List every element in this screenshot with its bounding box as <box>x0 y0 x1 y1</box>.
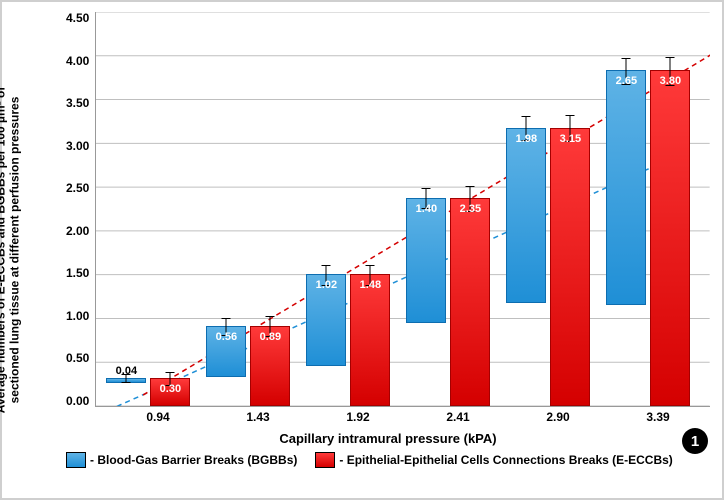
bar-group: 1.98 3.15 <box>506 128 590 407</box>
bars-container: 0.04 0.30 0.56 0.89 1.02 1.48 1.40 2.35 1.98 3.15… <box>96 12 710 406</box>
legend-label-eeccb: - Epithelial-Epithelial Cells Connection… <box>339 453 672 467</box>
bar-bgbb: 1.40 <box>406 198 446 323</box>
legend-item-eeccb: - Epithelial-Epithelial Cells Connection… <box>315 452 672 468</box>
bar-group: 0.04 0.30 <box>106 378 190 406</box>
bar-value-label: 1.02 <box>316 279 337 291</box>
y-tick: 4.00 <box>66 55 89 67</box>
plot-region: 0.04 0.30 0.56 0.89 1.02 1.48 1.40 2.35 1.98 3.15… <box>95 12 710 407</box>
bar-eeccb: 0.30 <box>150 378 190 406</box>
figure-number-badge: 1 <box>682 428 708 454</box>
x-axis-ticks: 0.94 1.43 1.92 2.41 2.90 3.39 <box>108 407 710 427</box>
bar-value-label: 3.15 <box>560 133 581 145</box>
bar-bgbb: 1.98 <box>506 128 546 304</box>
legend: - Blood-Gas Barrier Breaks (BGBBs) - Epi… <box>66 452 710 468</box>
bar-eeccb: 2.35 <box>450 198 490 406</box>
y-tick: 2.50 <box>66 182 89 194</box>
y-axis-label: Average numbers of E-ECCBs and BGBBs per… <box>0 87 22 414</box>
bar-value-label: 0.04 <box>116 365 137 377</box>
bar-group: 2.65 3.80 <box>606 70 690 406</box>
bar-value-label: 0.89 <box>260 331 281 343</box>
swatch-red-icon <box>315 452 335 468</box>
y-tick: 0.50 <box>66 352 89 364</box>
x-axis-label: Capillary intramural pressure (kPA) <box>66 431 710 446</box>
y-tick: 1.00 <box>66 310 89 322</box>
legend-item-bgbb: - Blood-Gas Barrier Breaks (BGBBs) <box>66 452 297 468</box>
bar-value-label: 0.30 <box>160 383 181 395</box>
bar-bgbb: 0.56 <box>206 326 246 377</box>
bar-eeccb: 1.48 <box>350 274 390 406</box>
bar-eeccb: 0.89 <box>250 326 290 406</box>
bar-eeccb: 3.80 <box>650 70 690 406</box>
x-tick: 2.90 <box>546 410 569 424</box>
bar-bgbb: 1.02 <box>306 274 346 366</box>
bar-value-label: 3.80 <box>660 75 681 87</box>
bar-value-label: 0.56 <box>216 331 237 343</box>
bar-bgbb: 2.65 <box>606 70 646 305</box>
x-tick: 1.92 <box>346 410 369 424</box>
bar-bgbb: 0.04 <box>106 378 146 384</box>
y-tick: 1.50 <box>66 267 89 279</box>
legend-label-bgbb: - Blood-Gas Barrier Breaks (BGBBs) <box>90 453 297 467</box>
bar-value-label: 2.35 <box>460 203 481 215</box>
x-tick: 0.94 <box>146 410 169 424</box>
bar-value-label: 1.98 <box>516 133 537 145</box>
bar-value-label: 2.65 <box>616 75 637 87</box>
plot-area: 4.50 4.00 3.50 3.00 2.50 2.00 1.50 1.00 0.50 0.00… <box>66 12 710 407</box>
y-tick: 3.00 <box>66 140 89 152</box>
chart-figure: Average numbers of E-ECCBs and BGBBs per… <box>0 0 724 500</box>
x-tick: 3.39 <box>646 410 669 424</box>
y-tick: 0.00 <box>66 395 89 407</box>
y-axis-ticks: 4.50 4.00 3.50 3.00 2.50 2.00 1.50 1.00 0.50 0.00 <box>66 12 95 407</box>
x-tick: 2.41 <box>446 410 469 424</box>
y-tick: 4.50 <box>66 12 89 24</box>
bar-group: 1.02 1.48 <box>306 274 390 406</box>
bar-eeccb: 3.15 <box>550 128 590 407</box>
x-tick: 1.43 <box>246 410 269 424</box>
bar-value-label: 1.48 <box>360 279 381 291</box>
swatch-blue-icon <box>66 452 86 468</box>
bar-value-label: 1.40 <box>416 203 437 215</box>
bar-group: 0.56 0.89 <box>206 326 290 406</box>
y-tick: 3.50 <box>66 97 89 109</box>
bar-group: 1.40 2.35 <box>406 198 490 406</box>
y-tick: 2.00 <box>66 225 89 237</box>
